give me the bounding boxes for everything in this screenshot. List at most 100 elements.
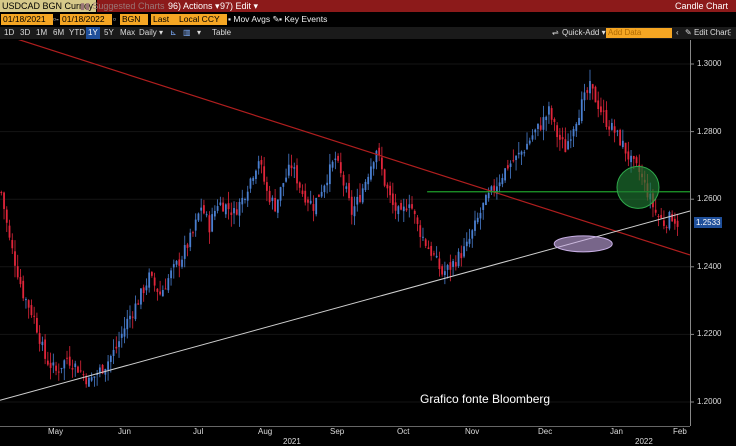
candle-body xyxy=(52,362,55,366)
source-field[interactable]: BGN xyxy=(120,14,148,25)
period-1m[interactable]: 1M xyxy=(36,28,48,37)
candle-body xyxy=(504,168,507,181)
currency-field[interactable]: Local CCY xyxy=(177,14,227,25)
period-6m[interactable]: 6M xyxy=(53,28,65,37)
bar-chart-icon[interactable]: ▥ xyxy=(183,28,191,37)
candle-body xyxy=(115,346,118,349)
frequency-dropdown[interactable]: Daily ▾ xyxy=(139,28,164,37)
start-date-field[interactable]: 01/18/2021 xyxy=(1,14,53,25)
period-max[interactable]: Max xyxy=(120,28,136,37)
x-tick-label: Oct xyxy=(397,427,410,436)
candle-body xyxy=(66,357,68,359)
candle-body xyxy=(0,192,3,194)
calendar-icon[interactable]: ▫- xyxy=(53,14,59,24)
candle-body xyxy=(90,377,93,381)
period-1d[interactable]: 1D xyxy=(4,28,15,37)
candle-body xyxy=(71,367,74,370)
candle-body xyxy=(372,162,375,169)
last-price-tag: 1.2533 xyxy=(694,216,723,228)
candle-body xyxy=(430,246,433,256)
edit-menu[interactable]: 97) Edit ▾ xyxy=(220,1,259,11)
candle-body xyxy=(586,90,589,93)
candle-body xyxy=(304,190,307,203)
candle-body xyxy=(413,210,416,215)
period-ytd[interactable]: YTD xyxy=(69,28,85,37)
candle-body xyxy=(178,259,181,266)
candle-body xyxy=(550,108,553,120)
edit-chart-button[interactable]: ✎ Edit Chart xyxy=(685,27,730,39)
candle-body xyxy=(460,253,463,259)
candle-body xyxy=(60,367,63,369)
candle-body xyxy=(435,255,438,258)
candle-body xyxy=(397,206,400,215)
candle-body xyxy=(38,333,41,344)
title-bar: USDCAD BGN Curncy ▮▮ Suggested Charts 96… xyxy=(0,0,736,12)
y-tick-label: 1.2600 xyxy=(697,194,722,204)
candle-body xyxy=(186,244,189,248)
candle-body xyxy=(345,186,348,189)
candle-body xyxy=(170,270,172,279)
back-icon[interactable]: ‹ xyxy=(676,28,679,37)
candle-body xyxy=(194,219,197,231)
y-tick-label: 1.2000 xyxy=(697,397,722,406)
mov-avgs-toggle[interactable]: ▪ Mov Avgs ✎ xyxy=(228,14,280,25)
candle-body xyxy=(320,191,323,197)
period-5y[interactable]: 5Y xyxy=(104,28,114,37)
candle-body xyxy=(192,232,194,234)
candle-body xyxy=(580,99,583,121)
more-icon[interactable]: ⋮ xyxy=(726,28,734,37)
chart-type-label: Candle Chart xyxy=(674,1,728,11)
candle-body xyxy=(424,239,427,246)
actions-menu[interactable]: 96) Actions ▾ xyxy=(168,1,220,11)
candle-body xyxy=(227,203,230,210)
end-date-field[interactable]: 01/18/2022 xyxy=(60,14,112,25)
calendar-icon[interactable]: ▫ xyxy=(113,14,117,24)
candle-body xyxy=(660,214,663,219)
candle-body xyxy=(405,208,408,211)
candle-body xyxy=(282,183,285,187)
quick-add-button[interactable]: Quick-Add ▾ xyxy=(562,28,606,37)
candle-body xyxy=(523,152,526,154)
resistance-line xyxy=(18,40,691,256)
candle-body xyxy=(63,360,66,369)
options-icon[interactable]: ▾ xyxy=(197,28,202,37)
candle-body xyxy=(167,278,170,291)
candle-body xyxy=(148,272,151,288)
y-axis-line xyxy=(690,40,691,426)
period-3d[interactable]: 3D xyxy=(20,28,31,37)
ticker-field[interactable]: USDCAD BGN Curncy xyxy=(0,0,98,12)
suggested-charts-button[interactable]: ▮▮ Suggested Charts xyxy=(80,0,164,12)
candle-body xyxy=(249,178,252,189)
mov-avgs-label: Mov Avgs xyxy=(233,14,271,24)
candle-body xyxy=(597,100,600,110)
candle-body xyxy=(118,341,120,348)
candle-body xyxy=(433,253,435,255)
controls-row: 01/18/2021 ▫- 01/18/2022 ▫ BGN Last Px L… xyxy=(0,13,736,35)
candle-body xyxy=(265,182,268,191)
candle-body xyxy=(400,202,402,210)
suggested-charts-label: Suggested Charts xyxy=(92,1,165,11)
candle-body xyxy=(197,213,200,221)
candle-body xyxy=(624,142,627,154)
candle-body xyxy=(452,261,454,267)
candle-body xyxy=(142,287,145,294)
candle-body xyxy=(411,204,413,209)
field-selector[interactable]: Last Px xyxy=(151,14,177,35)
candle-body xyxy=(569,139,572,141)
edit-chart-label: Edit Chart xyxy=(693,28,730,37)
candle-body xyxy=(41,341,44,346)
compare-icon[interactable]: ⇌ xyxy=(552,28,559,37)
line-chart-icon[interactable]: ⊾ xyxy=(170,28,177,37)
table-button[interactable]: Table xyxy=(212,28,232,37)
x-tick-label: Jun xyxy=(118,427,131,436)
key-events-toggle[interactable]: ▪ Key Events xyxy=(279,14,327,25)
add-data-input[interactable]: Add Data xyxy=(606,28,672,38)
candle-chart[interactable] xyxy=(0,40,736,446)
period-1y[interactable]: 1Y xyxy=(86,27,100,39)
candle-body xyxy=(107,361,109,370)
checkbox-icon: ▪ xyxy=(279,14,285,24)
x-tick-label: Nov xyxy=(465,427,480,436)
candle-body xyxy=(501,178,504,185)
candle-body xyxy=(526,143,528,150)
candle-body xyxy=(85,376,88,385)
